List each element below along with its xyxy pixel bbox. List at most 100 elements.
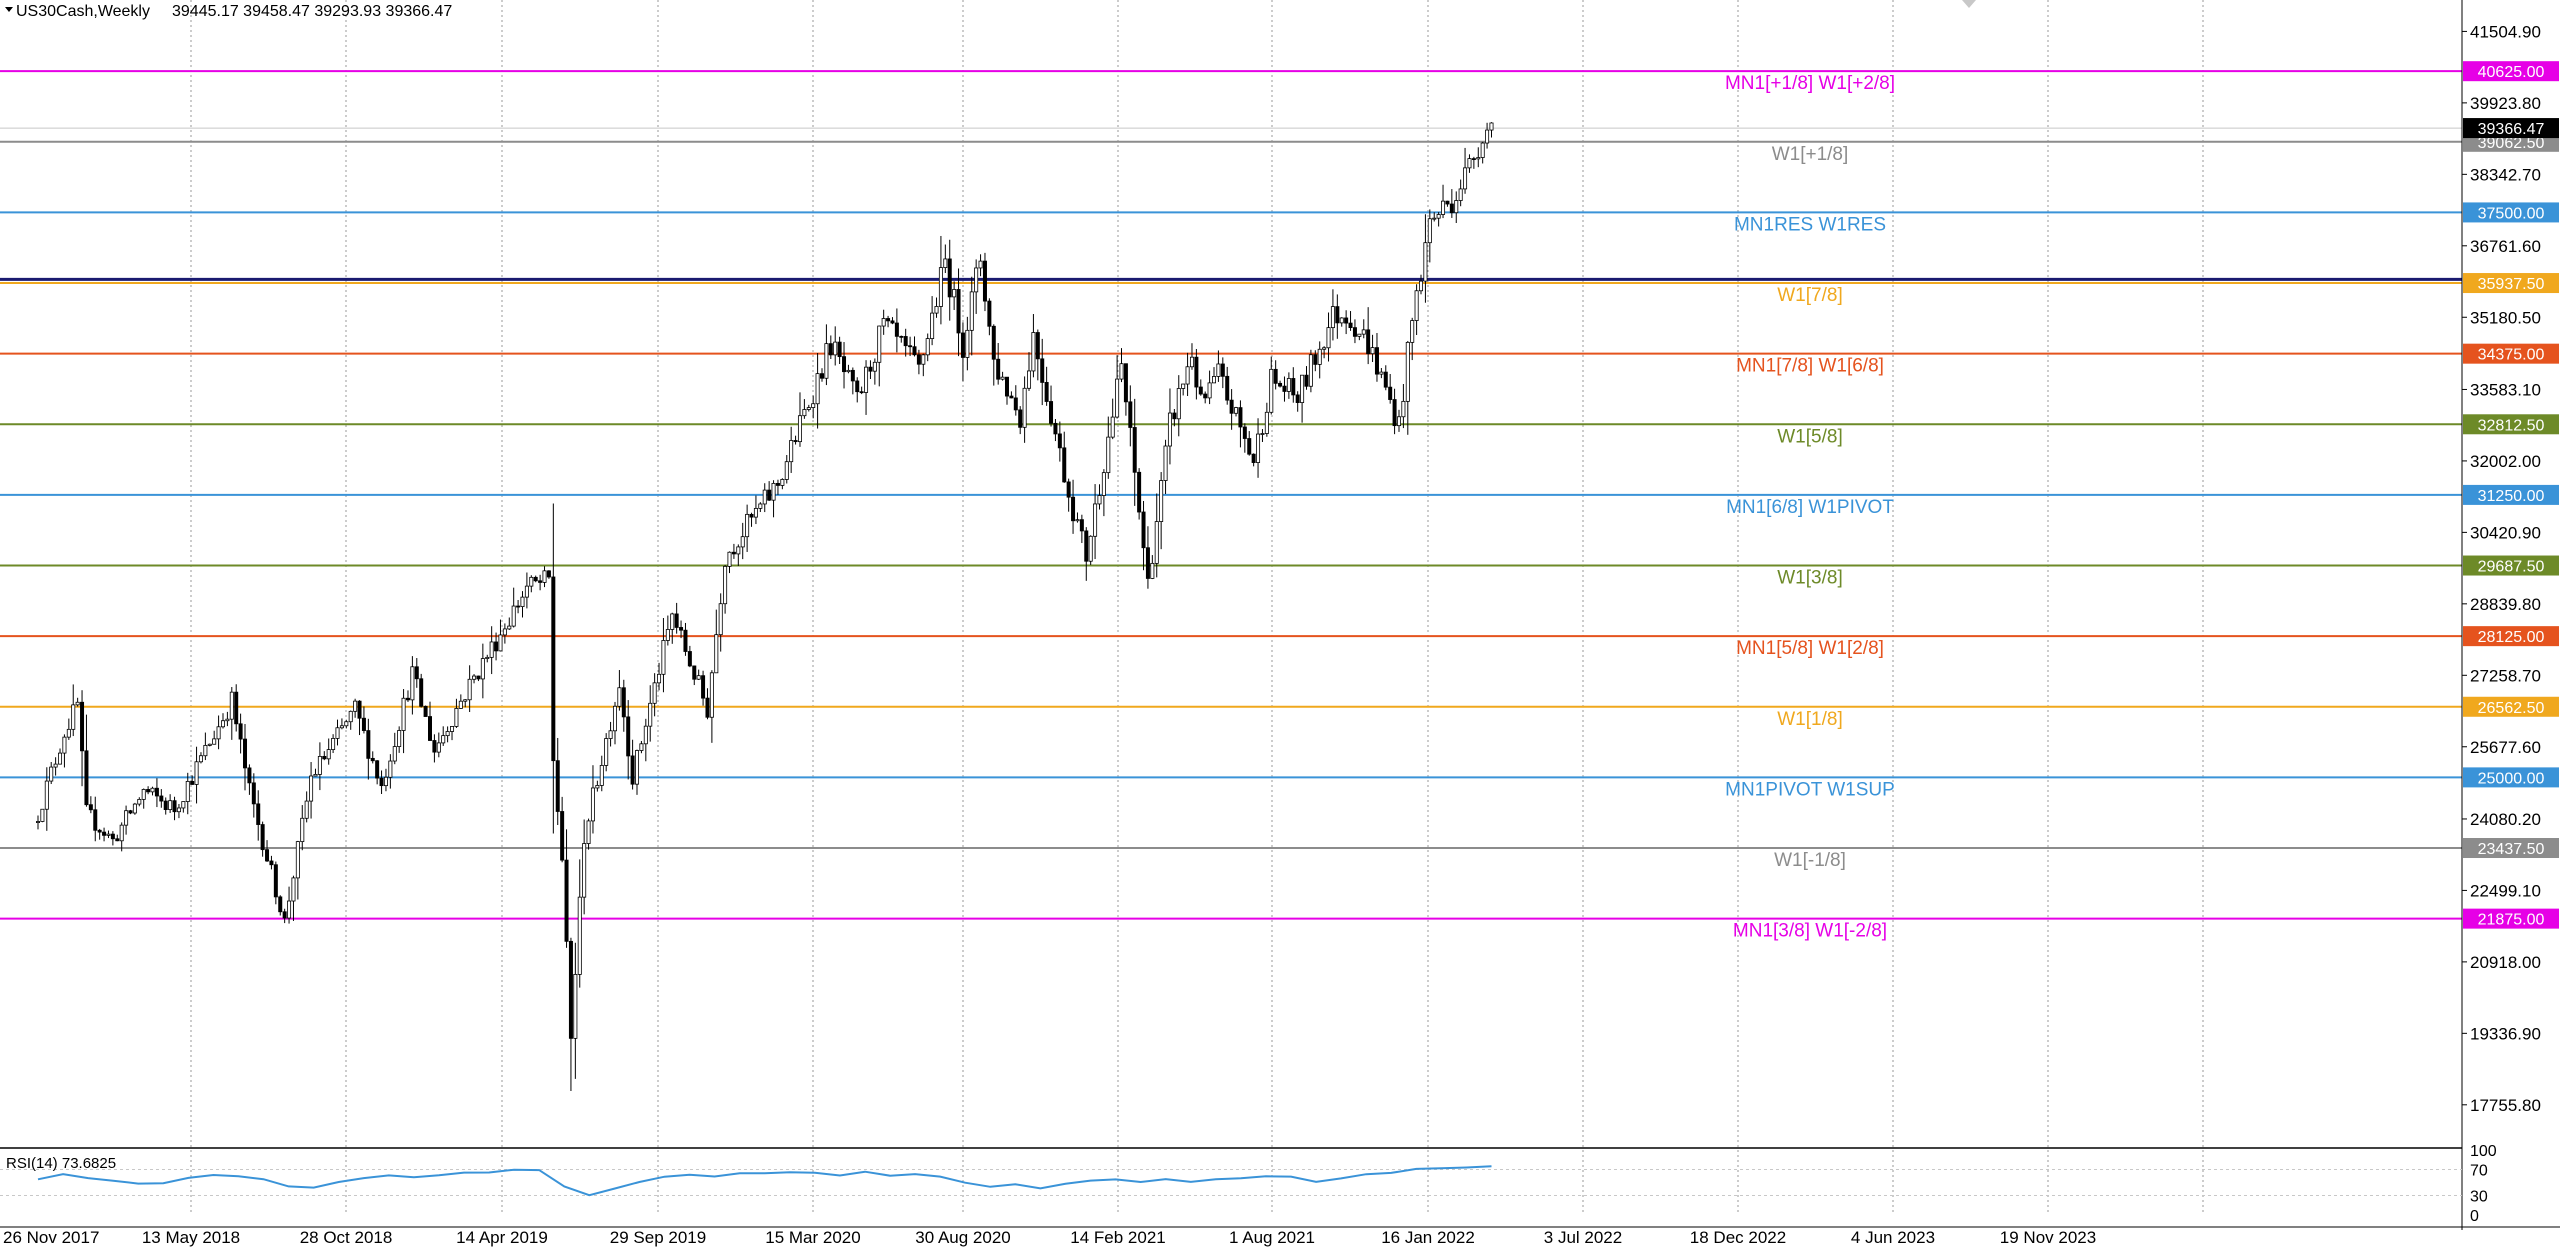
candle-body <box>168 800 173 810</box>
candle-body <box>154 787 159 797</box>
candle-body <box>124 810 129 826</box>
candle-body <box>1189 356 1194 368</box>
candle-body <box>1357 333 1362 337</box>
candle-body <box>1427 218 1432 244</box>
candle-body <box>1308 354 1313 387</box>
y-tick-label: 27258.70 <box>2470 666 2541 685</box>
candle-body <box>1194 356 1199 388</box>
candle-body <box>53 763 58 768</box>
candle-body <box>1176 388 1181 420</box>
level-label: W1[3/8] <box>1777 568 1842 589</box>
y-tick-label: 28839.80 <box>2470 595 2541 614</box>
candle-body <box>608 730 613 739</box>
candle-body <box>828 343 833 356</box>
candle-body <box>1467 158 1472 169</box>
candle-body <box>1313 354 1318 365</box>
candle-body <box>1489 122 1494 131</box>
candle-body <box>696 675 701 680</box>
candle-body <box>635 750 640 785</box>
candle-body <box>590 787 595 822</box>
candle-body <box>595 785 600 789</box>
candle-body <box>1185 366 1190 385</box>
time-axis[interactable]: 26 Nov 2017 13 May 2018 28 Oct 2018 14 Apr … <box>3 1228 2096 1247</box>
candle-body <box>529 576 534 587</box>
candle-body <box>806 407 811 410</box>
x-tick-label: 18 Dec 2022 <box>1690 1228 1786 1247</box>
candle-body <box>1009 395 1014 399</box>
candle-body <box>1485 129 1490 144</box>
candle-body <box>1163 445 1168 481</box>
candle-body <box>551 576 556 762</box>
candle-body <box>1278 382 1283 387</box>
current-price-text: 39366.47 <box>2478 121 2545 138</box>
candle-body <box>137 798 142 805</box>
rsi-tick-label: 0 <box>2470 1208 2479 1225</box>
candle-body <box>106 833 111 836</box>
candle-body <box>480 658 485 680</box>
current-price-tag <box>2463 118 2559 139</box>
candle-body <box>172 800 177 813</box>
y-tick-label: 36761.60 <box>2470 237 2541 256</box>
candle-body <box>1445 200 1450 205</box>
candle-body <box>820 373 825 379</box>
candle-body <box>1405 341 1410 402</box>
candle-body <box>731 551 736 555</box>
candle-body <box>357 700 362 719</box>
candle-body <box>925 338 930 356</box>
symbol-timeframe: US30Cash,Weekly <box>16 3 150 20</box>
candle-body <box>251 782 256 805</box>
candle-body <box>665 629 670 641</box>
candle-body <box>612 705 617 732</box>
candle-body <box>1154 521 1159 564</box>
y-tick-label: 19336.90 <box>2470 1024 2541 1043</box>
candle-body <box>132 803 137 814</box>
candle-body <box>661 640 666 675</box>
candle-body <box>485 656 490 659</box>
candle-body <box>890 320 895 324</box>
candle-body <box>709 672 714 718</box>
triangle-down-icon[interactable] <box>5 7 13 12</box>
candle-body <box>1084 530 1089 562</box>
y-tick-label: 25677.60 <box>2470 738 2541 757</box>
price-axis[interactable]: 41504.90 39923.80 38342.70 36761.60 35180.50… <box>2462 22 2541 1225</box>
level-price-text: 40625.00 <box>2478 64 2545 81</box>
candle-body <box>445 731 450 737</box>
candles <box>36 122 1494 1092</box>
candle-body <box>476 675 481 680</box>
candle-body <box>987 300 992 327</box>
candle-body <box>388 760 393 778</box>
candle-body <box>80 701 85 752</box>
level-price-text: 28125.00 <box>2478 629 2545 646</box>
candle-body <box>322 756 327 760</box>
candle-body <box>1145 547 1150 579</box>
candle-body <box>568 940 573 1039</box>
candle-body <box>546 570 551 578</box>
candle-body <box>502 628 507 636</box>
candle-body <box>679 627 684 631</box>
candle-body <box>1115 378 1120 418</box>
x-tick-label: 13 May 2018 <box>142 1228 240 1247</box>
grid-lines <box>190 0 2204 1215</box>
candle-body <box>1295 394 1300 403</box>
candle-body <box>771 482 776 501</box>
candle-body <box>1031 332 1036 372</box>
candle-body <box>599 765 604 786</box>
candle-body <box>723 565 728 605</box>
candle-body <box>789 440 794 463</box>
candle-body <box>220 720 225 728</box>
level-label: MN1PIVOT W1SUP <box>1725 779 1895 800</box>
candle-body <box>1212 376 1217 384</box>
candle-body <box>1172 412 1177 420</box>
candle-body <box>1097 495 1102 505</box>
candle-body <box>287 900 292 919</box>
candle-body <box>538 580 543 583</box>
level-price-text: 29687.50 <box>2478 559 2545 576</box>
y-tick-label: 20918.00 <box>2470 953 2541 972</box>
candle-body <box>775 482 780 486</box>
candle-body <box>1352 327 1357 337</box>
level-price-text: 37500.00 <box>2478 205 2545 222</box>
level-label: W1[1/8] <box>1777 709 1842 730</box>
y-tick-label: 17755.80 <box>2470 1096 2541 1115</box>
